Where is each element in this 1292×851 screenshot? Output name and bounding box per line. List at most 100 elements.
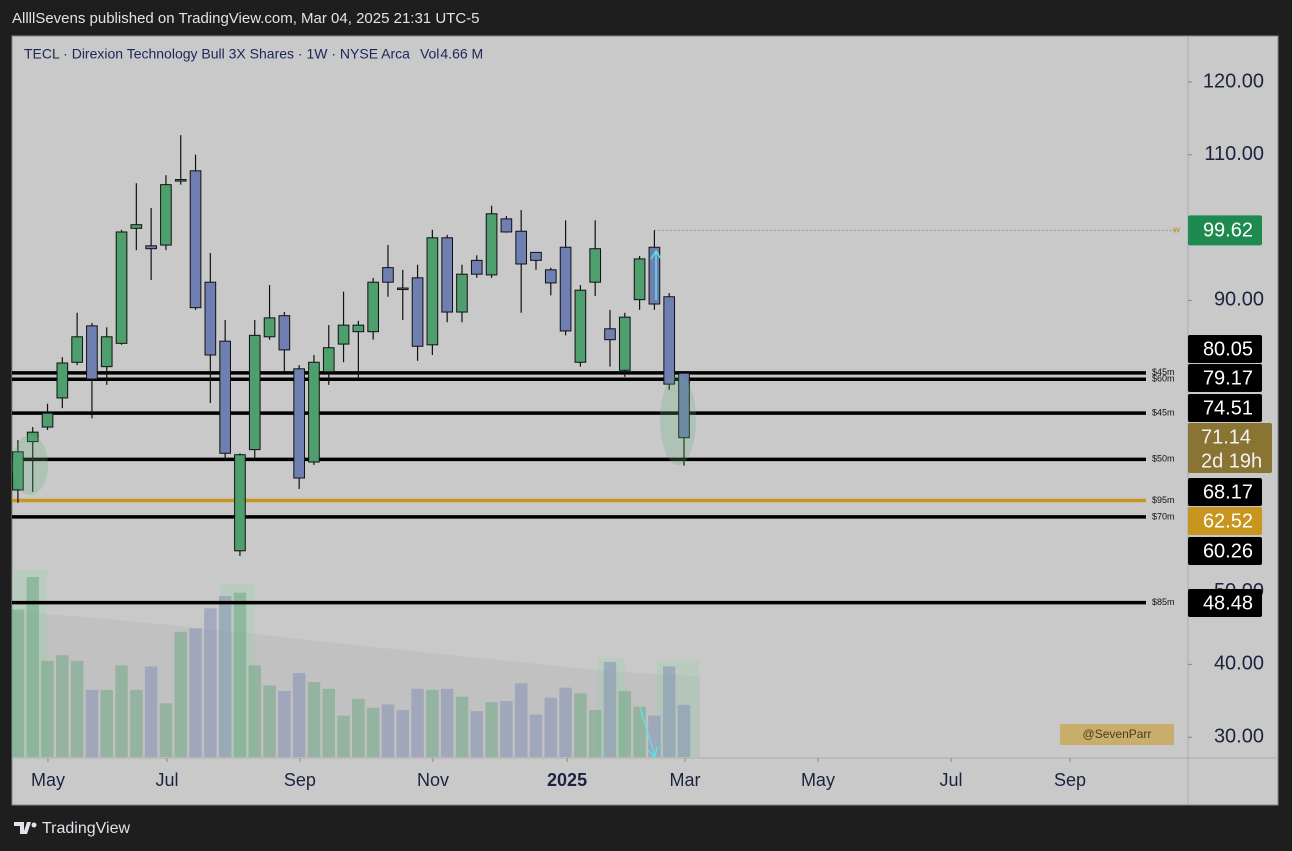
volume-value: 4.66 M bbox=[440, 46, 483, 62]
level-price-box bbox=[1188, 589, 1262, 617]
candle-body bbox=[130, 224, 143, 229]
volume-bar bbox=[544, 697, 558, 757]
volume-bar bbox=[514, 683, 528, 757]
volume-bar bbox=[411, 688, 424, 757]
volume-bar bbox=[41, 660, 54, 757]
y-tick-label: 30.00 bbox=[1214, 725, 1264, 747]
level-price-box bbox=[1188, 478, 1262, 506]
arrow-head bbox=[650, 249, 662, 260]
arrow-down bbox=[639, 707, 658, 759]
level-tag: $85m bbox=[1152, 597, 1175, 607]
level-tag: $45m bbox=[1152, 367, 1175, 377]
volume-bar bbox=[574, 693, 587, 757]
volume-bar bbox=[366, 707, 380, 757]
volume-bar bbox=[174, 631, 187, 757]
volume-bar bbox=[11, 609, 25, 757]
volume-bar bbox=[263, 685, 276, 757]
last-price: 71.14 bbox=[1201, 426, 1251, 448]
candle-body bbox=[589, 248, 602, 283]
volume-bar bbox=[337, 715, 350, 757]
volume-average-area bbox=[12, 612, 700, 757]
arrow-head bbox=[647, 746, 658, 759]
volume-bar bbox=[204, 608, 217, 757]
level-price: 48.48 bbox=[1203, 592, 1253, 614]
candle-body bbox=[678, 372, 690, 439]
candle-body bbox=[100, 336, 113, 368]
candle-body bbox=[485, 213, 498, 276]
candle-body bbox=[352, 324, 365, 333]
watermark: @SevenParr bbox=[1083, 727, 1152, 741]
candle-body bbox=[441, 237, 454, 313]
x-tick-label: 2025 bbox=[547, 770, 587, 790]
highlight-ellipse bbox=[12, 435, 48, 495]
publisher-line: AllllSevens published on TradingView.com… bbox=[12, 10, 479, 27]
volume-bar bbox=[352, 698, 365, 757]
candle-body bbox=[574, 289, 587, 363]
level-price-box bbox=[1188, 394, 1262, 422]
candle-body bbox=[559, 246, 572, 332]
countdown: 2d 19h bbox=[1201, 450, 1262, 472]
level-price: 74.51 bbox=[1203, 397, 1253, 419]
candle-body bbox=[367, 281, 379, 333]
volume-bar bbox=[381, 704, 395, 757]
highlight bbox=[657, 660, 699, 757]
candle-body bbox=[530, 251, 542, 261]
y-tick-label: 110.00 bbox=[1204, 143, 1264, 165]
candles-layer bbox=[12, 135, 690, 556]
candle-body bbox=[293, 368, 305, 479]
y-tick-label: 90.00 bbox=[1214, 289, 1264, 311]
candle-body bbox=[411, 277, 424, 347]
level-tag: $95m bbox=[1152, 495, 1175, 505]
logo-dot bbox=[31, 822, 37, 828]
candle-body bbox=[618, 316, 631, 371]
candle-body bbox=[115, 231, 128, 344]
candle-body bbox=[234, 454, 246, 552]
chart-title: TECL · Direxion Technology Bull 3X Share… bbox=[24, 46, 410, 62]
volume-bar bbox=[470, 711, 483, 757]
volume-bar bbox=[322, 688, 335, 757]
candle-body bbox=[515, 230, 528, 265]
candle-body bbox=[604, 328, 616, 341]
candle-body bbox=[71, 336, 83, 363]
level-price: 80.05 bbox=[1203, 338, 1253, 360]
candle-body bbox=[160, 184, 172, 246]
watermark-box bbox=[1060, 724, 1174, 745]
candle-body bbox=[26, 431, 39, 443]
volume-bar bbox=[633, 706, 646, 757]
volume-bar bbox=[233, 592, 247, 757]
y-tick-label: 40.00 bbox=[1214, 653, 1264, 675]
marker-tag: w bbox=[1172, 225, 1180, 235]
volume-bar bbox=[100, 689, 113, 757]
candle-body bbox=[663, 296, 676, 385]
y-tick-label: 120.00 bbox=[1203, 70, 1264, 92]
volume-bar bbox=[130, 689, 143, 757]
brand-name: TradingView bbox=[42, 820, 130, 837]
x-tick-label: Nov bbox=[417, 770, 449, 790]
volume-bar bbox=[26, 577, 39, 757]
level-price: 60.26 bbox=[1203, 540, 1253, 562]
candle-body bbox=[12, 451, 24, 491]
volume-bar bbox=[144, 666, 158, 757]
level-tag: $70m bbox=[1152, 511, 1175, 521]
volume-bar bbox=[85, 689, 99, 757]
last-price-box bbox=[1188, 423, 1272, 473]
volume-bar bbox=[677, 704, 691, 757]
candle-body bbox=[145, 245, 157, 250]
candle-body bbox=[41, 412, 54, 428]
volume-layer bbox=[11, 577, 691, 757]
x-tick-label: Sep bbox=[284, 770, 316, 790]
level-price-box bbox=[1188, 364, 1262, 392]
volume-bar bbox=[278, 691, 291, 757]
candle-body bbox=[204, 281, 217, 356]
volume-bar bbox=[115, 665, 128, 757]
volume-bar bbox=[559, 687, 572, 757]
level-price: 62.52 bbox=[1203, 510, 1253, 532]
level-tag: $60m bbox=[1152, 374, 1175, 384]
volume-bar bbox=[648, 715, 661, 757]
volume-bar bbox=[440, 688, 454, 757]
volume-bar bbox=[500, 701, 513, 757]
volume-bar bbox=[426, 689, 439, 757]
